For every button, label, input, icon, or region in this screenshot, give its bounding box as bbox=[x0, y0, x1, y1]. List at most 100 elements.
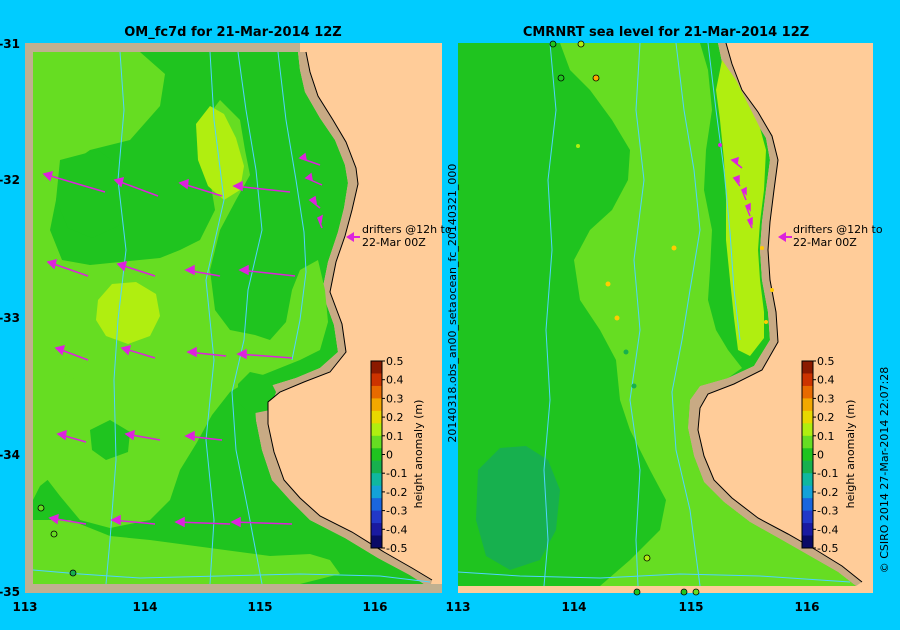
drifter-arrow bbox=[232, 180, 291, 193]
left-map-title: OM_fc7d for 21-Mar-2014 12Z bbox=[124, 25, 341, 40]
colorbar-swatch bbox=[802, 361, 813, 374]
left-shelf-band bbox=[255, 52, 432, 588]
drifter-arrow bbox=[184, 264, 221, 277]
drifter-arrow bbox=[308, 195, 321, 209]
right-coastline-land bbox=[698, 43, 873, 586]
drifter-arrow bbox=[116, 260, 156, 277]
colorbar-swatch bbox=[371, 510, 382, 524]
colorbar-swatch bbox=[371, 485, 382, 499]
lon-tick-label: 114 bbox=[132, 600, 157, 614]
right-map-title: CMRNRT sea level for 21-Mar-2014 12Z bbox=[523, 25, 809, 40]
colorbar-tick-label: 0 bbox=[386, 449, 393, 462]
right-lon-ticks: 113 114 115 116 bbox=[445, 600, 819, 614]
colorbar-tick-label: 0.3 bbox=[817, 392, 835, 405]
right-small-obs bbox=[576, 143, 774, 389]
colorbar-tick-label: -0.2 bbox=[386, 486, 407, 499]
observation-point bbox=[770, 288, 774, 292]
drifter-arrow bbox=[298, 152, 321, 166]
observation-point bbox=[577, 40, 585, 48]
colorbar-swatch bbox=[371, 435, 382, 449]
left-isobaths bbox=[32, 51, 431, 585]
colorbar-tick-label: -0.2 bbox=[817, 486, 838, 499]
colorbar-swatch bbox=[371, 535, 382, 549]
colorbar-swatch bbox=[371, 523, 382, 537]
colorbar-swatch bbox=[371, 398, 382, 412]
colorbar-swatch bbox=[802, 535, 813, 549]
colorbar-tick-label: -0.4 bbox=[817, 523, 838, 536]
drifter-arrow bbox=[746, 216, 753, 229]
colorbar-swatch bbox=[802, 485, 813, 499]
colorbar-swatch bbox=[802, 410, 813, 424]
observation-point bbox=[643, 554, 651, 562]
drifter-arrow bbox=[316, 214, 323, 229]
colorbar-tick-label: 0 bbox=[817, 449, 824, 462]
lat-tick-label: -34 bbox=[0, 448, 20, 462]
drifter-arrow bbox=[46, 258, 89, 277]
left-colorbar-swatches bbox=[371, 361, 382, 549]
observation-point bbox=[623, 349, 629, 355]
colorbar-tick-label: 0.5 bbox=[386, 355, 404, 368]
drifter-arrow bbox=[48, 513, 87, 525]
right-isobaths bbox=[457, 42, 851, 587]
colorbar-swatch bbox=[371, 385, 382, 399]
lon-tick-label: 116 bbox=[794, 600, 819, 614]
drifter-arrow bbox=[304, 172, 323, 186]
left-map-panel: drifters @12h to 22-Mar 00Z 0.5 0.4 0.3 0.2… bbox=[0, 25, 452, 614]
left-drifter-arrows bbox=[42, 152, 323, 528]
lat-tick-label: -35 bbox=[0, 585, 20, 599]
colorbar-swatch bbox=[802, 385, 813, 399]
drifter-position bbox=[37, 504, 45, 512]
right-drifter-arrows bbox=[730, 156, 753, 229]
drifter-arrow bbox=[42, 170, 106, 193]
colorbar-tick-label: -0.5 bbox=[817, 542, 838, 555]
colorbar-swatch bbox=[371, 423, 382, 437]
observation-point bbox=[557, 74, 565, 82]
observation-point bbox=[680, 588, 688, 596]
lat-tick-label: -32 bbox=[0, 173, 20, 187]
colorbar-tick-label: -0.5 bbox=[386, 542, 407, 555]
lon-tick-label: 113 bbox=[445, 600, 470, 614]
observation-point bbox=[718, 143, 722, 147]
colorbar-tick-label: -0.1 bbox=[817, 467, 838, 480]
drifter-arrow bbox=[56, 429, 87, 443]
colorbar-tick-label: 0.1 bbox=[817, 430, 835, 443]
colorbar-swatch bbox=[802, 498, 813, 512]
run-id-top-label: ocean_fc_20140321_000 bbox=[446, 164, 459, 301]
right-colorbar-label: height anomaly (m) bbox=[844, 400, 857, 509]
lon-tick-label: 113 bbox=[12, 600, 37, 614]
colorbar-swatch bbox=[802, 373, 813, 387]
right-anomaly-shelf-peak bbox=[716, 60, 766, 356]
left-drifter-note-line2: 22-Mar 00Z bbox=[362, 236, 426, 249]
lon-tick-label: 114 bbox=[561, 600, 586, 614]
right-anomaly-shelf-band bbox=[560, 43, 856, 586]
drifter-arrow bbox=[178, 178, 223, 197]
drifter-arrow bbox=[174, 516, 231, 528]
left-drifter-note-line1: drifters @12h to bbox=[362, 223, 452, 236]
colorbar-swatch bbox=[802, 435, 813, 449]
observation-point bbox=[592, 74, 600, 82]
colorbar-swatch bbox=[371, 473, 382, 487]
drifter-arrow bbox=[730, 156, 743, 169]
left-colorbar-label: height anomaly (m) bbox=[412, 400, 425, 509]
observation-point bbox=[760, 246, 764, 250]
colorbar-swatch bbox=[371, 448, 382, 462]
run-id-bottom-label: 20140318.obs_an00_seta bbox=[446, 301, 459, 442]
colorbar-swatch bbox=[802, 448, 813, 462]
drifter-arrow bbox=[186, 346, 227, 358]
colorbar-swatch bbox=[802, 523, 813, 537]
colorbar-swatch bbox=[371, 460, 382, 474]
drifter-arrow bbox=[124, 429, 161, 441]
drifter-position bbox=[69, 569, 77, 577]
observation-point bbox=[605, 281, 611, 287]
lon-tick-label: 116 bbox=[362, 600, 387, 614]
colorbar-swatch bbox=[802, 473, 813, 487]
drifter-arrow bbox=[744, 202, 751, 217]
drifter-position bbox=[50, 530, 58, 538]
right-shelf-band bbox=[688, 43, 862, 586]
lat-tick-label: -33 bbox=[0, 311, 20, 325]
lat-tick-label: -31 bbox=[0, 37, 20, 51]
colorbar-swatch bbox=[802, 460, 813, 474]
right-map-panel: drifters @12h to 22-Mar 00Z 0.5 0.4 0.3 0.2… bbox=[445, 25, 882, 614]
left-drifter-note-arrow bbox=[346, 232, 360, 242]
